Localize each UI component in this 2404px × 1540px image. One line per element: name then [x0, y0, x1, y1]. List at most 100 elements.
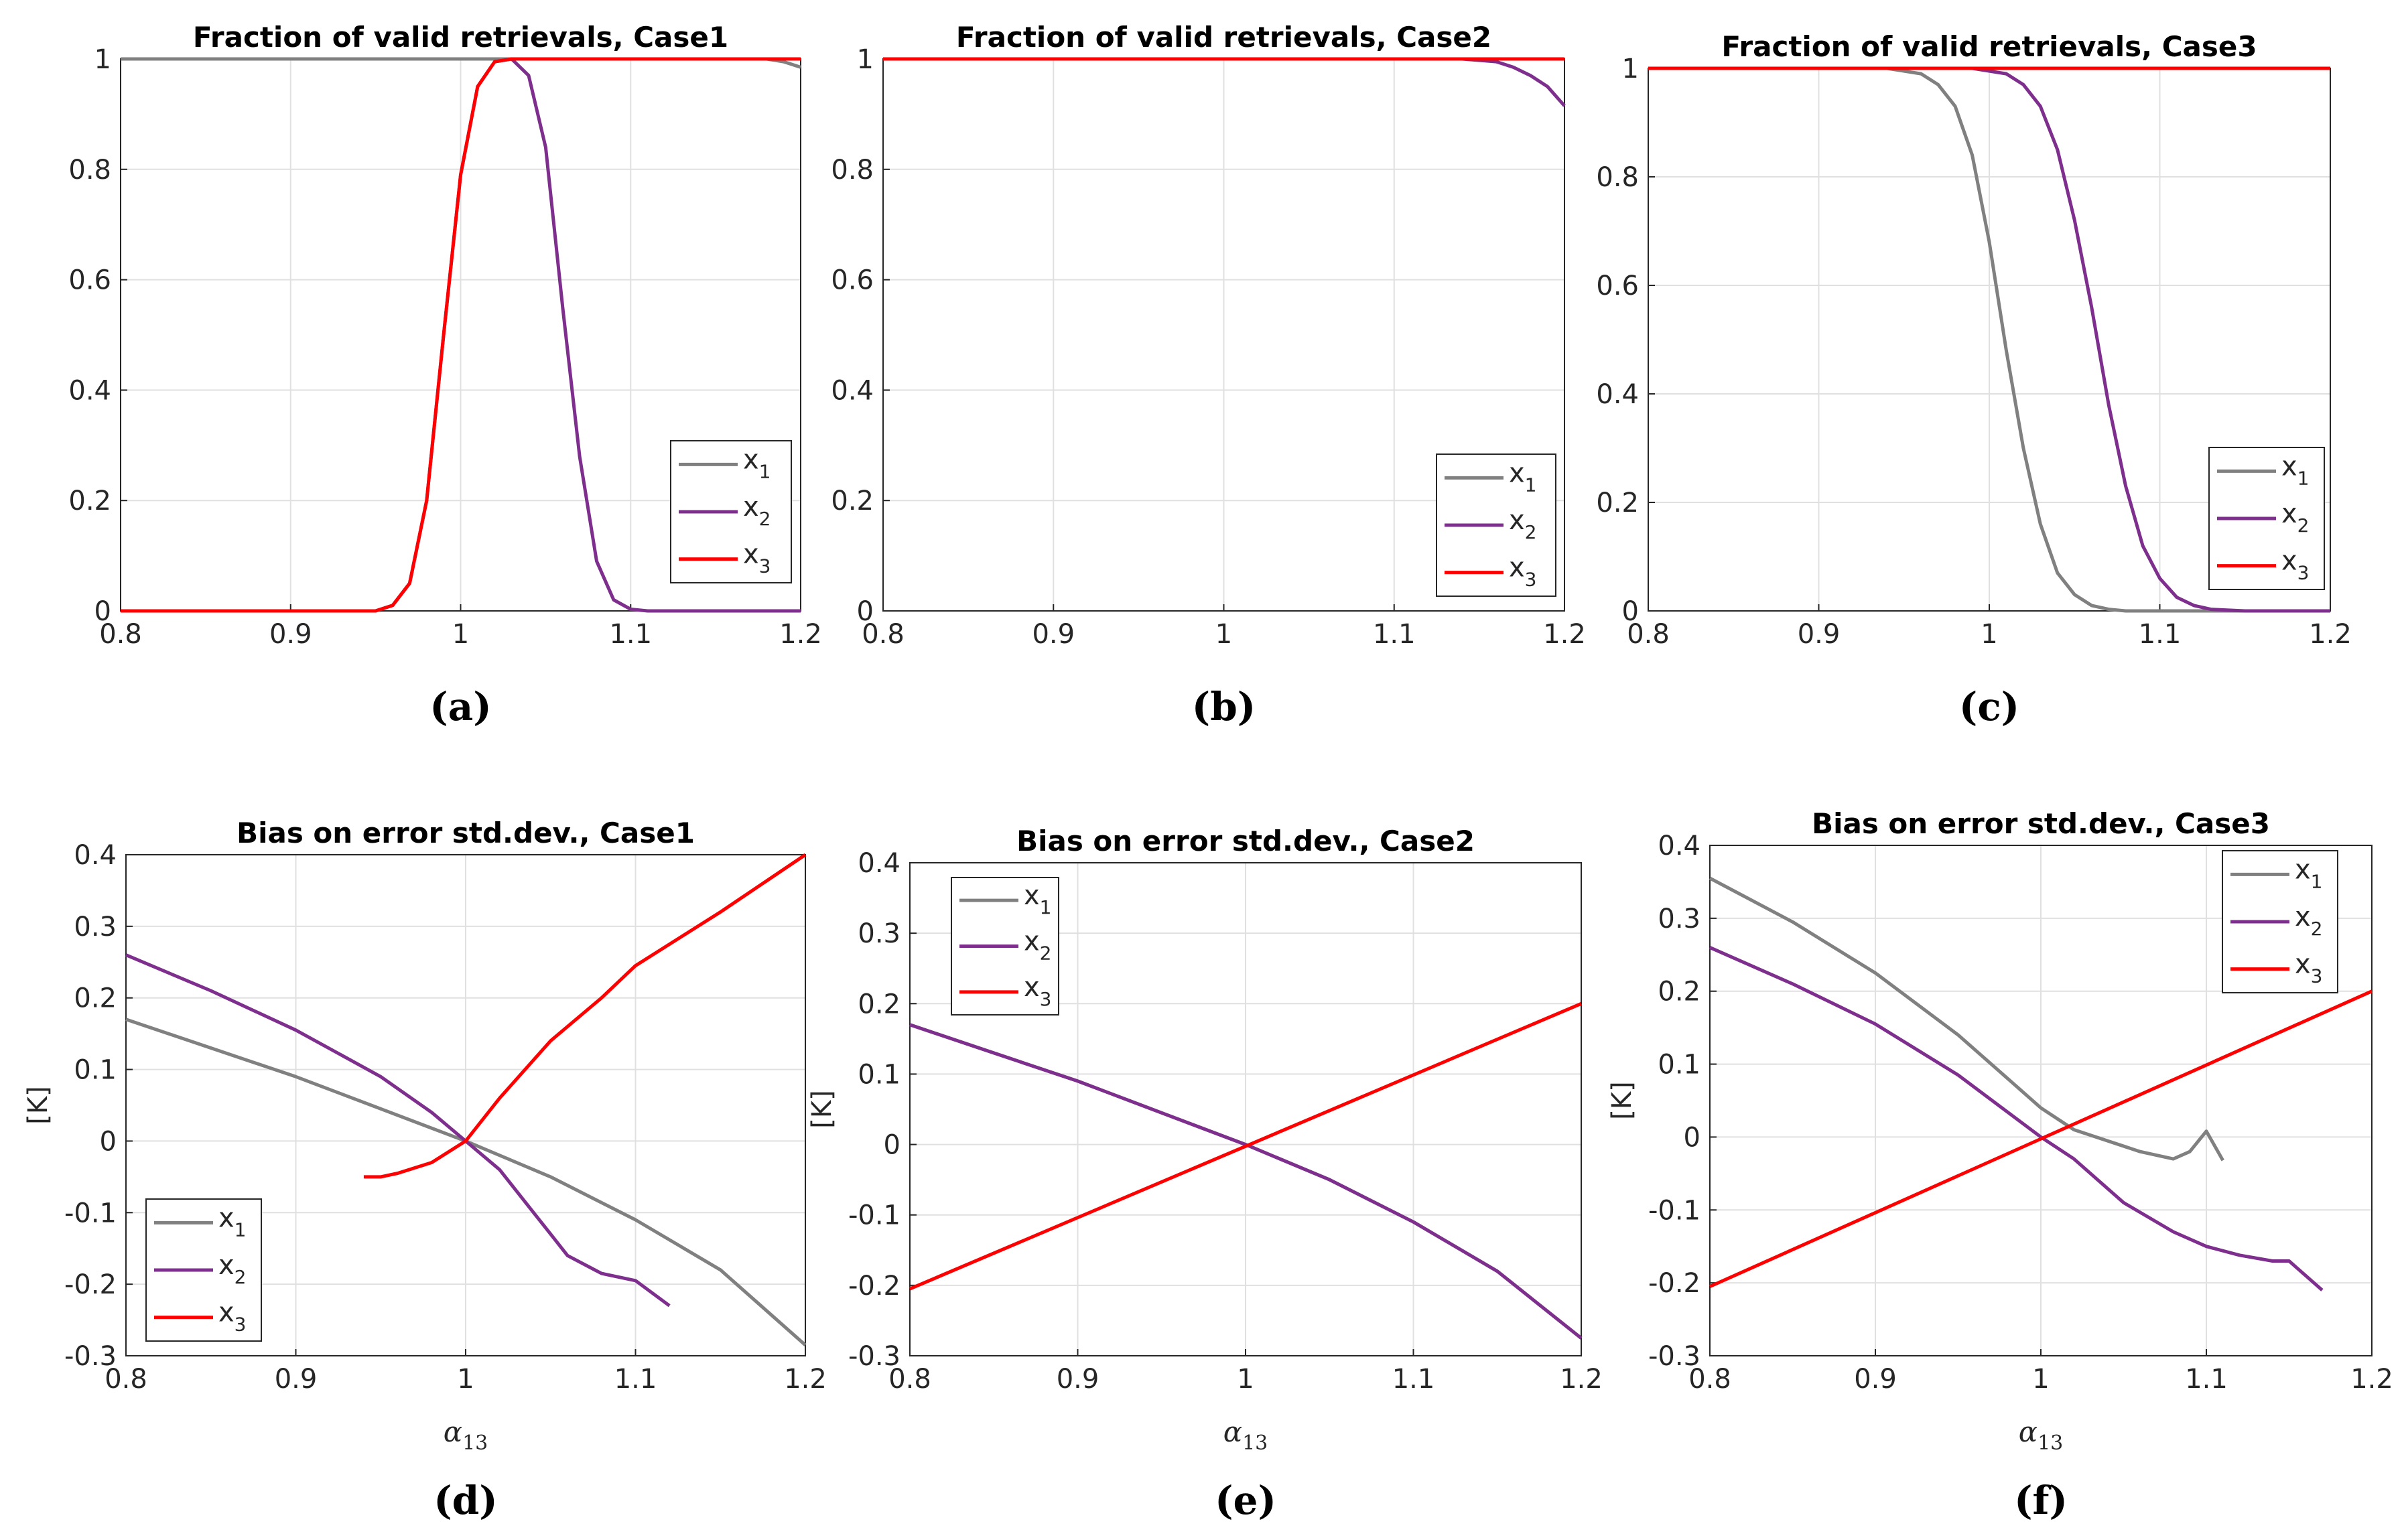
panel-a: 0.8 0.9 1 1.1 1.2 0 0.2 0.4 0.6 0.8 1 Fraction of v… — [68, 21, 821, 729]
y-tick-label: 1 — [94, 44, 111, 75]
y-tick-label: 0.1 — [858, 1059, 900, 1090]
legend: x1 x2 x3 — [2208, 447, 2325, 590]
x-tick-label: 1.2 — [2309, 619, 2352, 650]
legend: x1 x2 x3 — [1436, 453, 1556, 597]
x-tick-label: 0.8 — [105, 1364, 147, 1395]
x-tick-label: 0.9 — [1798, 619, 1841, 650]
y-tick-label: 0.3 — [858, 918, 900, 949]
series-line-x3 — [363, 853, 807, 1179]
panel-f: 0.8 0.9 1 1.1 1.2 -0.3 -0.2 -0.1 0 0.1 0.2 0.3 0.4 Bi… — [1607, 807, 2393, 1523]
x-tick-label: 1.1 — [1373, 619, 1416, 650]
panel-c: 0.8 0.9 1 1.1 1.2 0 0.2 0.4 0.6 0.8 1 Fraction of v… — [1596, 30, 2351, 729]
legend-label-x3: x3 — [1024, 972, 1052, 1010]
x-tick-label: 0.9 — [1032, 619, 1075, 650]
y-tick-label: -0.2 — [848, 1271, 900, 1302]
y-tick-label: -0.3 — [848, 1341, 900, 1372]
legend: x1 x2 x3 — [670, 440, 792, 583]
y-tick-label: -0.1 — [1648, 1195, 1700, 1226]
y-tick-label: 0 — [1622, 596, 1639, 627]
x-tick-label: 1 — [1215, 619, 1232, 650]
legend-label-x3: x3 — [218, 1298, 247, 1336]
y-tick-label: 0 — [884, 1130, 900, 1161]
x-tick-label: 1.1 — [609, 619, 652, 650]
chart-title: Fraction of valid retrievals, Case2 — [956, 21, 1491, 54]
panel-caption: (d) — [433, 1478, 497, 1523]
x-tick-label: 0.9 — [269, 619, 312, 650]
y-tick-label: 0.4 — [74, 840, 117, 871]
y-tick-label: 0 — [1684, 1122, 1700, 1153]
y-tick-label: 0.2 — [831, 486, 874, 516]
x-tick-label: 1.2 — [779, 619, 822, 650]
x-tick-label: 1 — [1237, 1364, 1254, 1395]
x-tick-label: 0.8 — [1688, 1364, 1731, 1395]
x-tick-label: 0.8 — [888, 1364, 931, 1395]
series-line-x3 — [909, 1001, 1582, 1291]
series-line-x1 — [1648, 66, 2330, 613]
legend-label-x3: x3 — [2295, 949, 2323, 987]
y-tick-label: 0.2 — [74, 983, 117, 1014]
legend-label-x2: x2 — [1024, 926, 1052, 965]
y-axis-label: [K] — [1607, 1081, 1638, 1119]
y-tick-label: 0.6 — [1596, 271, 1639, 301]
y-tick-label: 0.2 — [1596, 488, 1639, 518]
axes-frame — [909, 862, 1582, 1356]
legend-label-x1: x1 — [1509, 458, 1537, 496]
x-tick-label: 0.8 — [99, 619, 142, 650]
chart-title: Bias on error std.dev., Case1 — [237, 817, 695, 849]
legend-label-x2: x2 — [218, 1250, 247, 1288]
y-tick-label: 0 — [100, 1126, 117, 1157]
x-tick-label: 1.2 — [784, 1364, 827, 1395]
legend-label-x3: x3 — [743, 539, 771, 577]
axes-frame — [125, 854, 806, 1356]
y-tick-label: -0.2 — [1648, 1268, 1700, 1299]
y-tick-label: 0.4 — [1658, 831, 1700, 861]
y-tick-label: 0 — [857, 596, 874, 627]
y-axis-label: [K] — [807, 1090, 838, 1128]
panel-e: 0.8 0.9 1 1.1 1.2 -0.3 -0.2 -0.1 0 0.1 0.2 0.3 0.4 Bi… — [807, 825, 1603, 1523]
y-tick-label: 0.4 — [858, 848, 900, 879]
x-tick-label: 1.1 — [614, 1364, 657, 1395]
legend-label-x1: x1 — [2281, 451, 2310, 489]
x-tick-label: 1.1 — [2185, 1364, 2228, 1395]
y-tick-label: 0.3 — [74, 912, 117, 942]
legend-label-x2: x2 — [1509, 505, 1537, 543]
y-tick-label: 0.2 — [858, 989, 900, 1020]
x-tick-label: 1.1 — [2139, 619, 2182, 650]
chart-title: Bias on error std.dev., Case3 — [1812, 807, 2270, 840]
y-tick-label: 1 — [1622, 54, 1639, 84]
chart-title: Fraction of valid retrievals, Case3 — [1721, 30, 2257, 63]
y-tick-label: 0.2 — [1658, 977, 1700, 1007]
x-axis-label: α13 — [1223, 1415, 1268, 1455]
panel-caption: (a) — [429, 684, 491, 729]
x-axis-label: α13 — [2019, 1415, 2064, 1455]
legend-label-x1: x1 — [743, 444, 771, 482]
x-tick-label: 1.2 — [2350, 1364, 2393, 1395]
y-axis-label: [K] — [23, 1086, 54, 1124]
legend-label-x2: x2 — [743, 492, 771, 530]
y-tick-label: -0.3 — [64, 1341, 117, 1372]
x-tick-label: 1 — [452, 619, 469, 650]
legend: x1 x2 x3 — [145, 1198, 262, 1342]
panel-b: 0.8 0.9 1 1.1 1.2 0 0.2 0.4 0.6 0.8 1 Fraction of v… — [831, 21, 1585, 729]
x-tick-label: 1 — [457, 1364, 474, 1395]
y-tick-label: 0.8 — [68, 155, 111, 186]
legend-label-x1: x1 — [2295, 854, 2323, 892]
panel-caption: (c) — [1959, 684, 2019, 729]
axes-frame — [1709, 845, 2373, 1356]
y-tick-label: -0.2 — [64, 1269, 117, 1300]
x-tick-label: 1.2 — [1560, 1364, 1603, 1395]
panel-caption: (b) — [1192, 684, 1256, 729]
x-tick-label: 1 — [1981, 619, 1997, 650]
series-line-x3 — [1709, 989, 2373, 1288]
legend-label-x3: x3 — [1509, 553, 1537, 591]
x-tick-label: 0.8 — [1627, 619, 1670, 650]
x-tick-label: 1.1 — [1392, 1364, 1435, 1395]
legend-label-x3: x3 — [2281, 546, 2310, 584]
x-tick-label: 0.9 — [1057, 1364, 1099, 1395]
series-line-x2 — [1709, 946, 2324, 1291]
x-tick-label: 0.8 — [862, 619, 905, 650]
legend-label-x2: x2 — [2295, 902, 2323, 940]
x-tick-label: 0.9 — [1854, 1364, 1897, 1395]
panel-caption: (f) — [2014, 1478, 2068, 1523]
x-tick-label: 0.9 — [275, 1364, 318, 1395]
